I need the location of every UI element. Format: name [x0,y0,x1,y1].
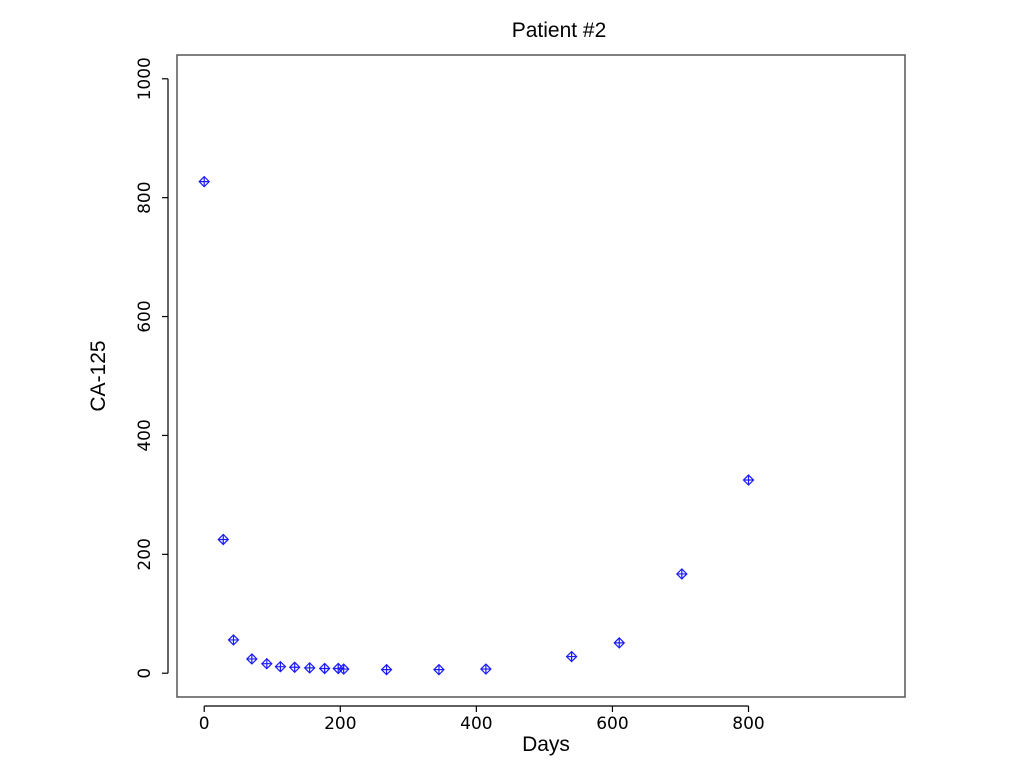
data-point [433,663,445,676]
y-tick-label: 600 [135,300,155,332]
y-axis-label: CA-125 [87,340,110,411]
data-point [217,533,230,546]
data-point [480,663,492,675]
data-point [742,474,755,486]
chart-title: Patient #2 [512,19,607,42]
data-point [675,568,688,580]
x-axis: 0 200 400 600 800 [199,705,765,734]
data-point [303,662,316,674]
y-tick-label: 800 [135,181,155,213]
data-point [288,661,301,674]
y-tick-label: 1000 [135,57,155,100]
data-point [274,660,287,673]
x-tick-label: 200 [324,714,356,734]
x-tick-label: 400 [460,714,492,734]
y-tick-label: 200 [135,538,155,570]
data-points [198,175,755,676]
data-point [227,634,240,646]
data-point [198,175,211,188]
data-point [260,657,273,670]
y-axis: 0 200 400 600 800 1000 [135,57,169,679]
data-point [613,637,626,649]
data-point [337,663,350,675]
x-axis-label: Days [522,733,570,756]
x-tick-label: 0 [199,714,210,734]
data-point [318,662,331,675]
y-tick-label: 400 [135,419,155,451]
data-point [380,663,393,676]
x-tick-label: 800 [732,714,764,734]
x-tick-label: 600 [596,714,628,734]
data-point [565,650,578,663]
data-point [245,653,258,665]
y-tick-label: 0 [135,668,155,679]
plot-frame [176,54,906,698]
